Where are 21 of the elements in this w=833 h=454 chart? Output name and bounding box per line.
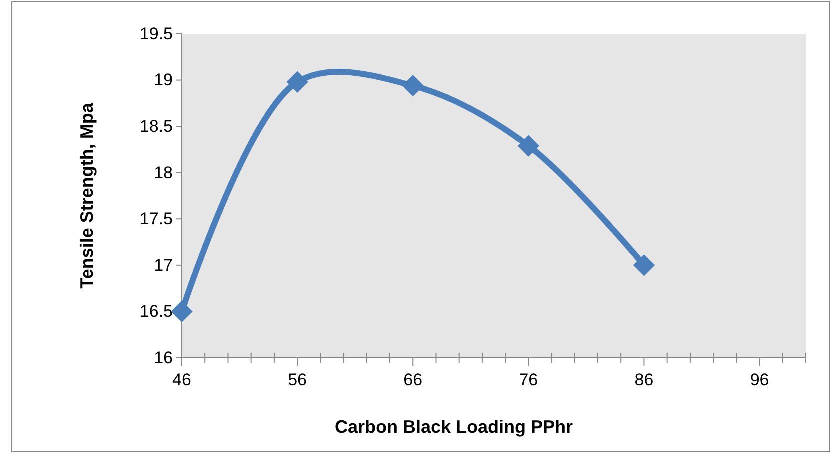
point [171,300,193,323]
point [518,135,540,157]
x-tick-label: 96 [750,370,770,390]
point [633,254,656,276]
y-tick-label: 17 [154,256,173,275]
x-tick-label: 56 [288,370,308,390]
y-tick-label: 19 [154,70,173,90]
y-tick-label: 16 [154,348,173,368]
x-tick-label: 76 [519,370,538,390]
y-tick-label: 18 [154,163,173,182]
x-tick-label: 46 [172,370,192,390]
x-tick-label: 66 [404,370,423,390]
x-tick-label: 86 [634,370,654,390]
y-tick-label: 19.5 [140,24,173,44]
y-tick-label: 17.5 [140,210,173,229]
y-tick-label: 16.5 [140,302,173,322]
point [402,74,424,97]
y-tick-label: 18.5 [140,117,173,136]
point [286,71,308,93]
y-axis-title: Tensile Strength, Mpa [77,102,97,289]
x-axis-title: Carbon Black Loading PPhr [334,417,574,437]
